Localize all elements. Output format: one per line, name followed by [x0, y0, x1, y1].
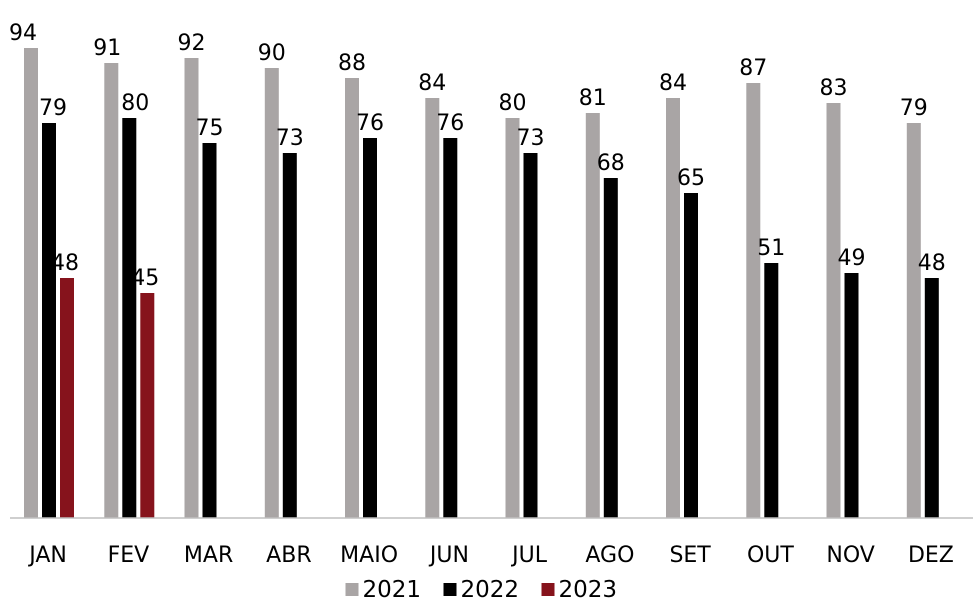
bar-2022-set: [684, 193, 698, 518]
bar-2021-mar: [184, 58, 199, 518]
x-tick-set: SET: [669, 543, 711, 568]
data-label-2022-jun: 76: [436, 111, 464, 136]
x-tick-jun: JUN: [428, 543, 469, 568]
data-label-2022-maio: 76: [356, 111, 384, 136]
x-tick-jul: JUL: [510, 543, 548, 568]
legend-label-2022: 2022: [461, 577, 520, 603]
bar-2022-fev: [122, 118, 137, 518]
bar-2021-jul: [505, 118, 520, 518]
bar-2021-abr: [264, 68, 279, 518]
bar-2022-maio: [363, 138, 377, 518]
x-tick-nov: NOV: [826, 543, 874, 568]
x-tick-out: OUT: [747, 543, 794, 568]
data-label-2023-jan: 48: [51, 251, 79, 276]
bar-2022-mar: [202, 143, 217, 518]
bar-2021-jan: [24, 48, 38, 518]
data-label-2021-jul: 80: [499, 91, 527, 116]
x-tick-dez: DEZ: [908, 543, 954, 568]
x-tick-mar: MAR: [184, 543, 233, 568]
bar-2021-nov: [826, 103, 841, 518]
bar-2021-maio: [345, 78, 359, 518]
data-labels-layer: 94 79 48 91 80 45 92 75 90 73 88 76 84 76 80 73 81 68 84 65…: [9, 21, 946, 291]
bar-2021-fev: [104, 63, 119, 518]
bar-2022-dez: [924, 278, 939, 518]
legend-swatch-2022: [443, 583, 457, 596]
data-label-2022-fev: 80: [121, 91, 149, 116]
data-label-2021-nov: 83: [820, 76, 848, 101]
data-label-2022-ago: 68: [597, 151, 625, 176]
data-label-2021-fev: 91: [93, 36, 121, 61]
bar-2023-jan: [60, 278, 74, 518]
bar-2021-dez: [906, 123, 921, 518]
data-label-2022-set: 65: [677, 166, 705, 191]
bar-2023-fev: [140, 293, 155, 518]
data-label-2022-jan: 79: [39, 96, 67, 121]
data-label-2021-jan: 94: [9, 21, 37, 46]
data-label-2022-jul: 73: [517, 126, 545, 151]
data-label-2022-nov: 49: [838, 246, 866, 271]
x-tick-ago: AGO: [585, 543, 634, 568]
data-label-2023-fev: 45: [131, 266, 159, 291]
bar-2022-out: [764, 263, 779, 518]
data-label-2021-out: 87: [739, 56, 767, 81]
legend-swatch-2021: [345, 583, 359, 596]
legend-label-2021: 2021: [363, 577, 422, 603]
legend: 2021 2022 2023: [345, 577, 618, 603]
x-tick-jan: JAN: [27, 543, 67, 568]
bar-2022-nov: [844, 273, 859, 518]
bars-layer: [24, 48, 939, 518]
bar-2022-jul: [523, 153, 538, 518]
data-label-2021-set: 84: [659, 71, 687, 96]
bar-2021-out: [746, 83, 761, 518]
legend-label-2023: 2023: [559, 577, 618, 603]
data-label-2022-dez: 48: [918, 251, 946, 276]
bar-2022-jan: [42, 123, 56, 518]
bar-2022-abr: [282, 153, 297, 518]
data-label-2022-out: 51: [757, 236, 785, 261]
bar-2021-ago: [585, 113, 600, 518]
x-tick-maio: MAIO: [340, 543, 398, 568]
x-tick-fev: FEV: [108, 543, 150, 568]
data-label-2021-abr: 90: [258, 41, 286, 66]
bar-2022-jun: [443, 138, 458, 518]
data-label-2021-mar: 92: [178, 31, 206, 56]
data-label-2021-jun: 84: [418, 71, 446, 96]
x-tick-abr: ABR: [266, 543, 311, 568]
bar-2021-set: [666, 98, 680, 518]
x-tick-labels: JAN FEV MAR ABR MAIO JUN JUL AGO SET OUT NOV DEZ: [27, 543, 954, 568]
data-label-2022-abr: 73: [276, 126, 304, 151]
data-label-2021-ago: 81: [579, 86, 607, 111]
data-label-2021-maio: 88: [338, 51, 366, 76]
bar-2021-jun: [425, 98, 440, 518]
data-label-2022-mar: 75: [196, 116, 224, 141]
data-label-2021-dez: 79: [900, 96, 928, 121]
legend-swatch-2023: [541, 583, 555, 596]
bar-2022-ago: [603, 178, 618, 518]
